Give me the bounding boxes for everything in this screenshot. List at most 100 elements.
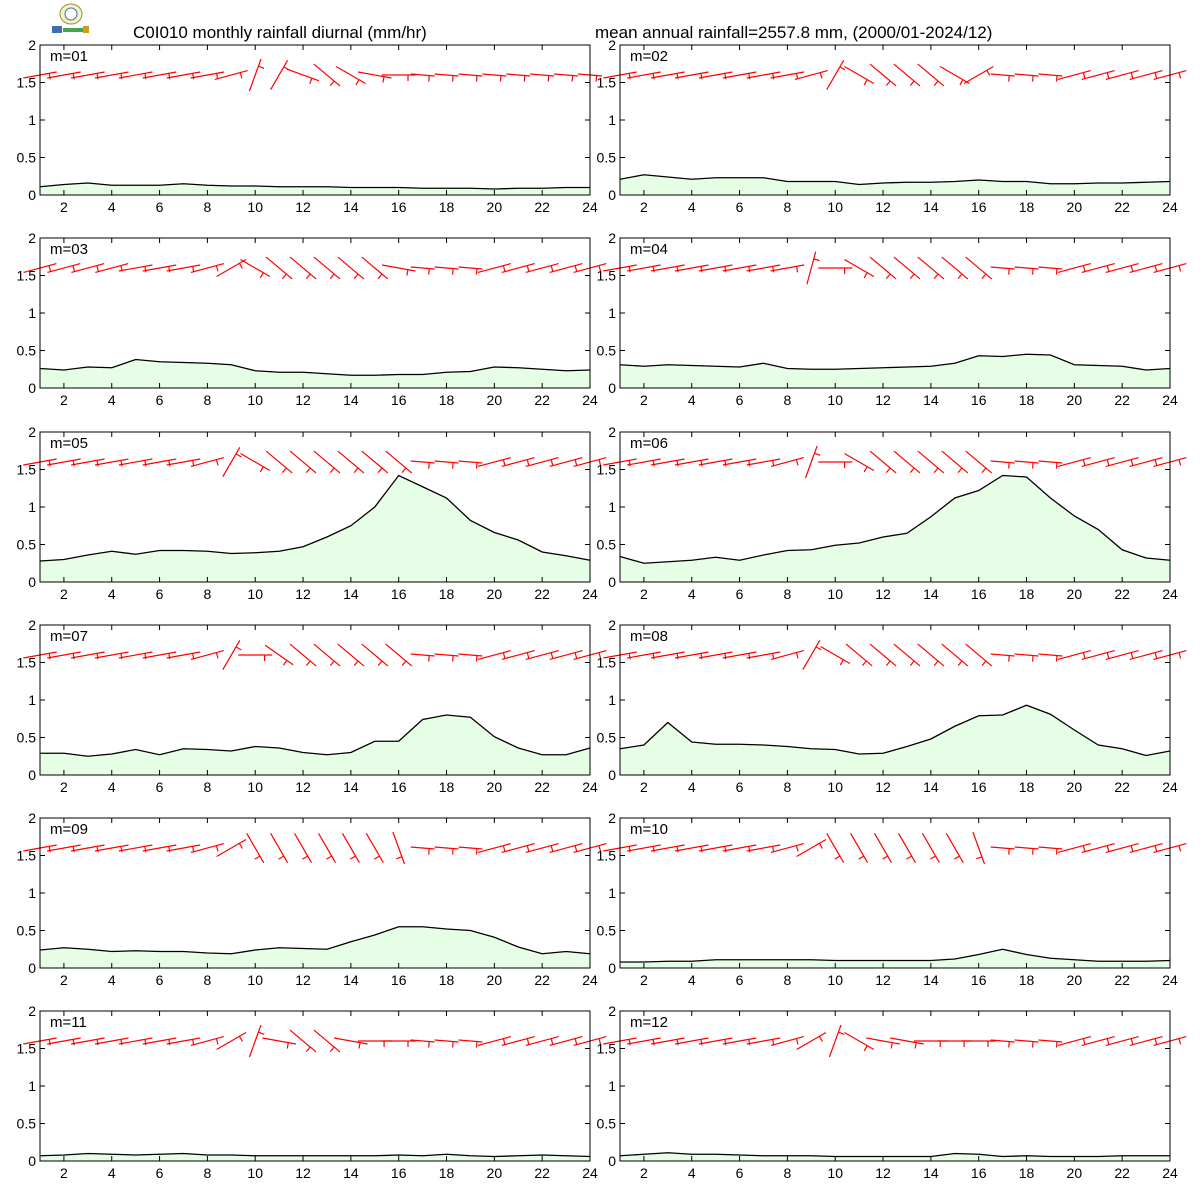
wind-barb-tick: [815, 646, 822, 651]
wind-barb-shaft: [1057, 70, 1091, 80]
wind-barb-shaft: [410, 460, 435, 464]
wind-barb-shaft: [549, 650, 583, 660]
rainfall-area: [40, 1153, 590, 1161]
wind-barb-shaft: [458, 266, 483, 270]
wind-barb-shaft: [361, 256, 389, 280]
wind-barb-shaft: [965, 643, 993, 667]
x-tick-label: 6: [736, 199, 744, 215]
wind-barb-tick: [1106, 1038, 1110, 1045]
wind-barb-shaft: [917, 450, 945, 474]
wind-barb-shaft: [965, 450, 993, 474]
wind-barb-shaft: [770, 457, 804, 467]
wind-barb-tick: [96, 653, 99, 660]
x-tick-label: 16: [391, 1165, 407, 1181]
wind-barb: [47, 651, 81, 660]
x-tick-label: 20: [1067, 392, 1083, 408]
wind-barb-shaft: [216, 258, 247, 278]
wind-barb-shaft: [770, 264, 805, 272]
wind-barb-shaft: [47, 71, 81, 79]
wind-barb-tick: [502, 1038, 506, 1045]
x-tick-label: 18: [439, 586, 455, 602]
wind-barb: [94, 651, 129, 660]
wind-barb-shaft: [869, 450, 897, 474]
wind-barb: [941, 643, 969, 667]
wind-barb-shaft: [166, 264, 201, 272]
wind-barb-tick: [305, 467, 311, 473]
wind-barb-shaft: [361, 450, 389, 474]
wind-barb-shaft: [70, 651, 105, 659]
wind-barb-shaft: [1105, 70, 1139, 80]
wind-barbs: [603, 251, 1187, 285]
wind-barb-tick: [475, 75, 478, 82]
x-tick-label: 16: [391, 392, 407, 408]
panel-6: 00.511.522 4 6 8 10 12 14 16 18 20 22 24m=06: [597, 424, 1187, 602]
wind-barb-tick: [353, 273, 359, 279]
wind-barb-shaft: [222, 446, 241, 478]
chart-title: C0I010 monthly rainfall diurnal (mm/hr): [133, 23, 427, 42]
wind-barb-shaft: [941, 450, 969, 474]
wind-barb-tick: [628, 73, 631, 80]
wind-barb-tick: [863, 79, 868, 86]
wind-barb-tick: [72, 73, 75, 80]
wind-barb-tick: [676, 460, 679, 467]
wind-barb: [190, 457, 224, 467]
wind-barb-tick: [120, 653, 123, 660]
wind-barb-tick: [281, 273, 287, 279]
wind-barb: [265, 450, 293, 474]
wind-barb-shaft: [246, 832, 265, 864]
wind-barb: [1105, 263, 1139, 273]
wind-barb: [501, 457, 535, 467]
wind-barb: [1105, 70, 1139, 80]
wind-barb-shaft: [770, 1036, 804, 1046]
wind-barb-tick: [652, 266, 655, 273]
x-tick-label: 18: [1019, 1165, 1035, 1181]
wind-barb-shaft: [118, 844, 153, 852]
panel-label: m=10: [630, 821, 668, 838]
x-tick-label: 12: [875, 972, 891, 988]
wind-barb: [118, 844, 153, 853]
x-tick-label: 8: [203, 972, 211, 988]
wind-barb: [333, 1037, 368, 1049]
wind-barb-tick: [885, 467, 891, 473]
wind-barb-shaft: [1038, 73, 1063, 77]
wind-barb-tick: [819, 72, 823, 79]
wind-barb: [47, 71, 81, 80]
y-tick-label: 0.5: [17, 150, 37, 166]
x-tick-label: 10: [247, 392, 263, 408]
wind-barb-shaft: [1081, 843, 1115, 853]
x-tick-label: 2: [640, 392, 648, 408]
y-tick-label: 1.5: [17, 462, 37, 478]
wind-barb-shaft: [70, 1037, 105, 1045]
wind-barb: [313, 450, 341, 474]
wind-barb-shaft: [1014, 266, 1039, 270]
x-tick-label: 24: [1162, 779, 1178, 795]
wind-barb: [286, 68, 320, 85]
wind-barb: [890, 1037, 924, 1049]
panel-label: m=12: [630, 1014, 668, 1031]
wind-barb-tick: [72, 460, 75, 467]
wind-barb: [216, 838, 247, 858]
wind-barb-shaft: [216, 1031, 247, 1051]
rainfall-line: [620, 948, 1171, 963]
wind-barb-tick: [144, 73, 147, 80]
wind-barb: [361, 450, 389, 474]
wind-barb: [458, 1039, 483, 1048]
x-tick-label: 12: [295, 779, 311, 795]
wind-barb-shaft: [262, 1037, 297, 1045]
x-tick-label: 14: [923, 779, 939, 795]
wind-barb-shaft: [477, 650, 511, 660]
wind-barb-tick: [502, 652, 506, 659]
wind-barb-tick: [1008, 462, 1010, 469]
wind-barb-tick: [1154, 845, 1158, 852]
wind-barb-tick: [281, 467, 287, 473]
wind-barb-shaft: [313, 643, 341, 667]
y-tick-label: 1: [608, 692, 616, 708]
institution-logo-icon: [52, 3, 89, 33]
wind-barb-tick: [168, 460, 171, 467]
wind-barb: [458, 266, 483, 275]
y-tick-label: 0: [28, 1153, 36, 1169]
x-tick-label: 16: [391, 779, 407, 795]
wind-barb-shaft: [47, 458, 81, 466]
x-tick-label: 20: [1067, 972, 1083, 988]
wind-barb: [845, 643, 873, 667]
